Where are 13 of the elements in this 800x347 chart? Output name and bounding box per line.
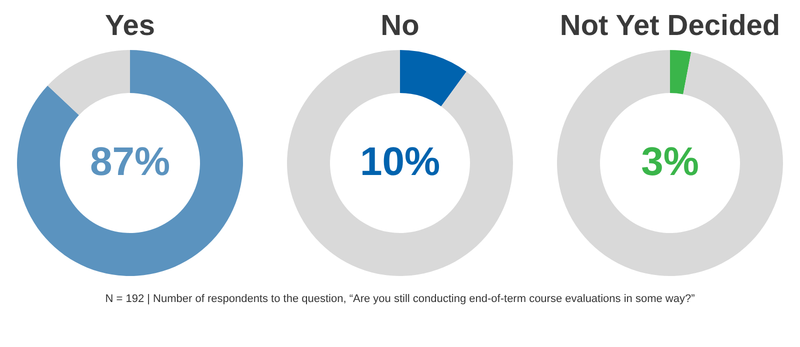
chart-title: Not Yet Decided — [560, 10, 780, 42]
chart-title: Yes — [105, 10, 155, 42]
data-label: 3% — [641, 140, 699, 184]
text: N = 192 | Number of respondents to the question, “Are you still conducting end-of-term course evaluations in some way?” — [105, 293, 696, 305]
data-label: 87% — [90, 140, 170, 184]
donut-slice — [557, 50, 783, 276]
donut-slice — [670, 50, 692, 94]
donut-slice — [17, 50, 243, 276]
chart-title: No — [380, 10, 420, 42]
donut-slice — [48, 50, 130, 116]
donut-slice — [287, 50, 513, 276]
donut-slice — [400, 50, 466, 106]
data-label: 10% — [360, 140, 440, 184]
